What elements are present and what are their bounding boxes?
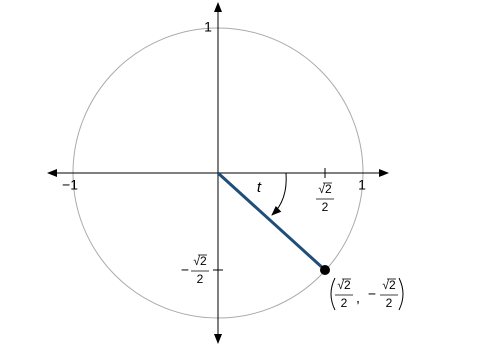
radius [216, 171, 327, 272]
sign: − [368, 286, 376, 302]
numerator: √2 [318, 182, 332, 196]
denominator: 2 [197, 272, 204, 286]
x-right-label: 1 [358, 177, 366, 193]
x-left-label: −1 [62, 177, 78, 193]
separator: , [356, 290, 360, 306]
numerator: √2 [382, 278, 396, 292]
numerator: √2 [193, 254, 207, 268]
denominator: 2 [341, 296, 348, 310]
left-paren [330, 277, 336, 311]
angle-label: t [257, 179, 262, 196]
angle-arc [271, 172, 287, 216]
sign: − [181, 262, 189, 278]
denominator: 2 [322, 200, 329, 214]
point [320, 265, 330, 275]
y-top-label: 1 [204, 19, 212, 35]
right-paren [398, 277, 404, 311]
denominator: 2 [386, 296, 393, 310]
numerator: √2 [337, 278, 351, 292]
